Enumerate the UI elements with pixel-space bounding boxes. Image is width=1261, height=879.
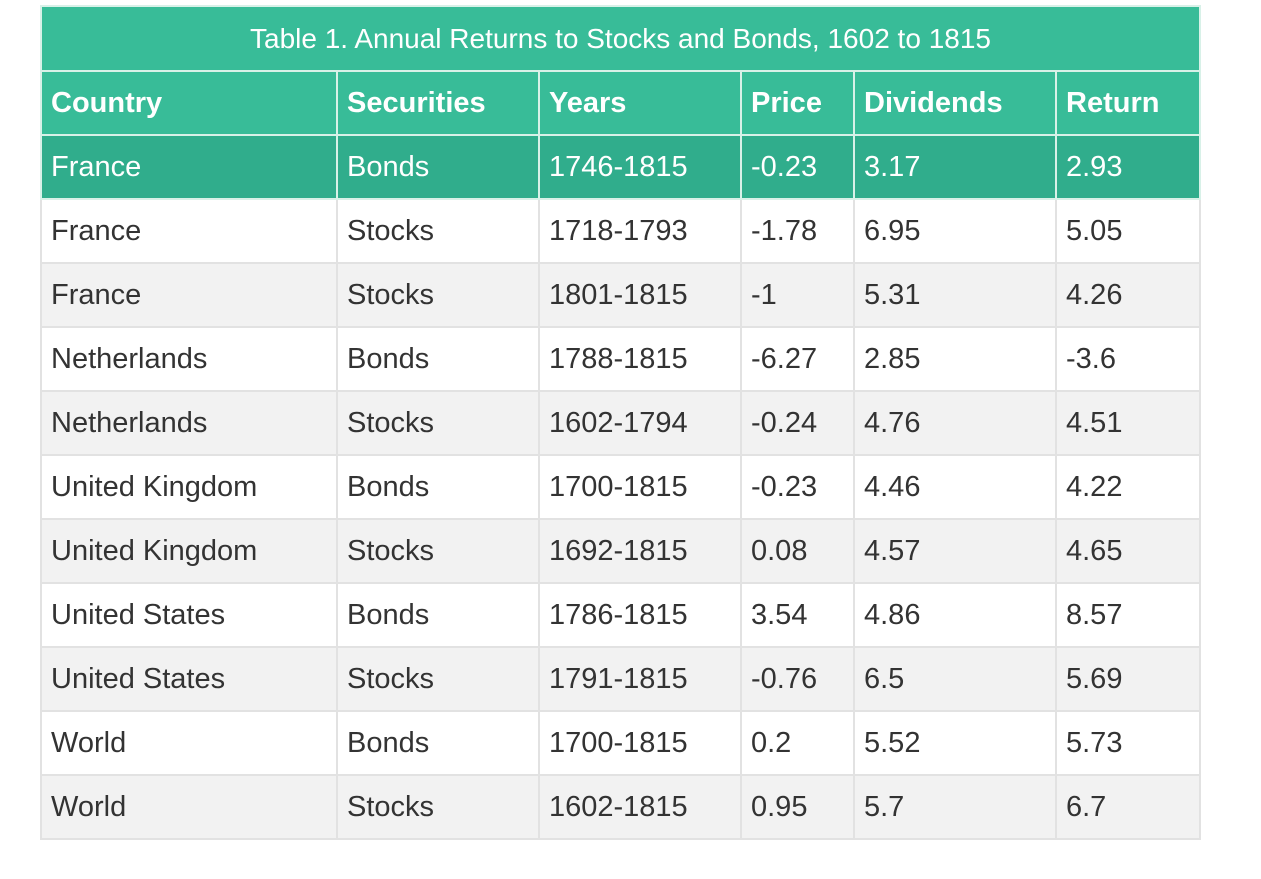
cell-country: World (40, 774, 338, 840)
cell-years: 1602-1794 (538, 390, 742, 456)
cell-return: 4.65 (1055, 518, 1201, 584)
cell-country: France (40, 262, 338, 328)
cell-years: 1791-1815 (538, 646, 742, 712)
column-header-price[interactable]: Price (740, 70, 855, 136)
column-header-return[interactable]: Return (1055, 70, 1201, 136)
cell-securities: Stocks (336, 262, 540, 328)
cell-dividends: 5.7 (853, 774, 1057, 840)
table-row[interactable]: United States Bonds 1786-1815 3.54 4.86 8.57 (40, 582, 1201, 648)
column-header-dividends[interactable]: Dividends (853, 70, 1057, 136)
cell-years: 1602-1815 (538, 774, 742, 840)
cell-securities: Bonds (336, 454, 540, 520)
table-row[interactable]: United Kingdom Bonds 1700-1815 -0.23 4.46 4.2… (40, 454, 1201, 520)
cell-country: United States (40, 646, 338, 712)
table-title: Table 1. Annual Returns to Stocks and Bo… (40, 5, 1201, 72)
cell-return: -3.6 (1055, 326, 1201, 392)
cell-country: United Kingdom (40, 454, 338, 520)
column-header-years[interactable]: Years (538, 70, 742, 136)
cell-dividends: 4.46 (853, 454, 1057, 520)
cell-country: France (40, 134, 338, 200)
table-row[interactable]: France Stocks 1718-1793 -1.78 6.95 5.05 (40, 198, 1201, 264)
cell-securities: Stocks (336, 390, 540, 456)
cell-country: France (40, 198, 338, 264)
cell-securities: Bonds (336, 326, 540, 392)
cell-price: 0.95 (740, 774, 855, 840)
cell-years: 1786-1815 (538, 582, 742, 648)
table-row[interactable]: World Stocks 1602-1815 0.95 5.7 6.7 (40, 774, 1201, 840)
table-row[interactable]: Netherlands Bonds 1788-1815 -6.27 2.85 -3.6 (40, 326, 1201, 392)
table-row[interactable]: Netherlands Stocks 1602-1794 -0.24 4.76 4.51 (40, 390, 1201, 456)
cell-return: 8.57 (1055, 582, 1201, 648)
table-row-highlighted[interactable]: France Bonds 1746-1815 -0.23 3.17 2.93 (40, 134, 1201, 200)
cell-dividends: 4.86 (853, 582, 1057, 648)
cell-years: 1700-1815 (538, 454, 742, 520)
cell-price: -0.76 (740, 646, 855, 712)
cell-return: 5.69 (1055, 646, 1201, 712)
cell-price: -1 (740, 262, 855, 328)
cell-dividends: 5.52 (853, 710, 1057, 776)
table-row[interactable]: France Stocks 1801-1815 -1 5.31 4.26 (40, 262, 1201, 328)
cell-return: 4.26 (1055, 262, 1201, 328)
cell-country: United States (40, 582, 338, 648)
cell-years: 1746-1815 (538, 134, 742, 200)
cell-return: 5.05 (1055, 198, 1201, 264)
cell-price: -6.27 (740, 326, 855, 392)
cell-dividends: 4.57 (853, 518, 1057, 584)
cell-price: -0.23 (740, 454, 855, 520)
cell-securities: Stocks (336, 198, 540, 264)
cell-dividends: 6.5 (853, 646, 1057, 712)
table-header-row: Country Securities Years Price Dividends… (40, 70, 1201, 136)
cell-dividends: 3.17 (853, 134, 1057, 200)
cell-years: 1801-1815 (538, 262, 742, 328)
cell-price: -1.78 (740, 198, 855, 264)
cell-price: 0.08 (740, 518, 855, 584)
cell-securities: Stocks (336, 518, 540, 584)
cell-dividends: 6.95 (853, 198, 1057, 264)
table-row[interactable]: World Bonds 1700-1815 0.2 5.52 5.73 (40, 710, 1201, 776)
returns-table: Table 1. Annual Returns to Stocks and Bo… (40, 5, 1201, 840)
cell-years: 1692-1815 (538, 518, 742, 584)
cell-dividends: 4.76 (853, 390, 1057, 456)
cell-securities: Bonds (336, 134, 540, 200)
returns-table-container: Table 1. Annual Returns to Stocks and Bo… (40, 5, 1201, 840)
cell-securities: Stocks (336, 774, 540, 840)
cell-country: World (40, 710, 338, 776)
cell-years: 1718-1793 (538, 198, 742, 264)
cell-return: 4.22 (1055, 454, 1201, 520)
table-row[interactable]: United Kingdom Stocks 1692-1815 0.08 4.57 4.6… (40, 518, 1201, 584)
column-header-securities[interactable]: Securities (336, 70, 540, 136)
cell-securities: Stocks (336, 646, 540, 712)
cell-years: 1700-1815 (538, 710, 742, 776)
column-header-country[interactable]: Country (40, 70, 338, 136)
cell-years: 1788-1815 (538, 326, 742, 392)
cell-price: 0.2 (740, 710, 855, 776)
cell-country: Netherlands (40, 390, 338, 456)
cell-return: 4.51 (1055, 390, 1201, 456)
cell-dividends: 2.85 (853, 326, 1057, 392)
cell-return: 5.73 (1055, 710, 1201, 776)
table-row[interactable]: United States Stocks 1791-1815 -0.76 6.5 5.69 (40, 646, 1201, 712)
cell-return: 6.7 (1055, 774, 1201, 840)
cell-price: -0.23 (740, 134, 855, 200)
cell-price: -0.24 (740, 390, 855, 456)
cell-dividends: 5.31 (853, 262, 1057, 328)
cell-return: 2.93 (1055, 134, 1201, 200)
cell-price: 3.54 (740, 582, 855, 648)
cell-securities: Bonds (336, 582, 540, 648)
table-title-row: Table 1. Annual Returns to Stocks and Bo… (40, 5, 1201, 72)
cell-country: Netherlands (40, 326, 338, 392)
cell-country: United Kingdom (40, 518, 338, 584)
cell-securities: Bonds (336, 710, 540, 776)
